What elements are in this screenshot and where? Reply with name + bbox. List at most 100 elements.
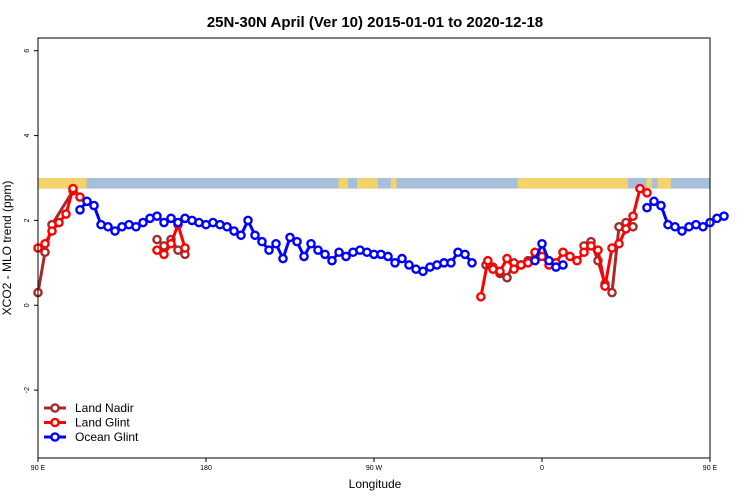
series-2-point-0-5 [110, 226, 120, 236]
legend-label-0: Land Nadir [75, 401, 134, 415]
legend-swatch-marker-0 [50, 403, 60, 413]
series-2-point-2-0 [642, 202, 652, 213]
series-2-point-0-56 [467, 258, 477, 268]
series-1-point-2-18 [600, 281, 610, 291]
series-1-point-2-17 [593, 245, 603, 255]
series-2-point-0-28 [271, 238, 281, 249]
series-2-point-1-2 [544, 255, 554, 266]
series-1-point-2-23 [635, 183, 645, 194]
series-2-point-0-25 [250, 230, 260, 241]
land-band-1 [338, 178, 348, 189]
series-2-point-0-46 [397, 253, 407, 264]
land-band-0 [38, 178, 87, 189]
series-2-point-0-49 [418, 266, 428, 277]
series-2-point-2-8 [698, 221, 708, 232]
series-1-point-0-3 [54, 217, 64, 228]
land-mask-band [38, 178, 710, 189]
series-1-point-0-6 [75, 192, 85, 202]
series-2-point-0-2 [89, 200, 99, 211]
series-2-point-0-9 [138, 217, 148, 228]
series-2-point-1-1 [537, 238, 547, 249]
series-2 [75, 196, 729, 277]
land-band-5 [646, 178, 653, 189]
series-1-point-1-1 [159, 249, 169, 260]
series-2-point-1-0 [530, 255, 540, 266]
series-2-point-2-5 [677, 226, 687, 236]
legend-item-1: Land Glint [44, 416, 130, 430]
series-2-point-0-35 [320, 249, 330, 260]
series-2-point-0-44 [383, 251, 393, 262]
x-tick-label-0: 90 E [31, 465, 46, 472]
y-tick-label-4: 6 [24, 49, 31, 53]
series-2-point-2-2 [656, 200, 666, 211]
series-2-point-0-13 [166, 213, 176, 224]
series-1-point-2-0 [476, 291, 486, 302]
series-1-point-2-20 [614, 238, 624, 249]
series-0-point-1-0 [152, 234, 162, 245]
series-2-point-0-53 [446, 258, 456, 268]
series-2-point-2-1 [649, 196, 659, 207]
land-band-3 [390, 178, 397, 189]
x-tick-label-2: 90 W [366, 465, 383, 472]
series-1-point-2-16 [586, 241, 596, 251]
legend-swatch-marker-1 [50, 417, 60, 428]
series-2-point-0-24 [243, 215, 253, 226]
series-2-point-0-38 [341, 251, 351, 262]
series-1-point-0-2 [47, 226, 57, 236]
land-band-2 [357, 178, 378, 189]
series-2-point-0-34 [313, 245, 323, 255]
y-axis-label: XCO2 - MLO trend (ppm) [0, 181, 14, 316]
series-2-point-0-47 [404, 260, 414, 270]
series-1 [33, 183, 652, 302]
series-2-point-0-33 [306, 238, 316, 249]
series-2-point-0-55 [460, 249, 470, 260]
series-2-point-0-36 [327, 255, 337, 266]
series-1-point-2-24 [642, 188, 652, 198]
x-tick-label-3: 0 [540, 465, 544, 472]
series-1-point-0-5 [68, 183, 78, 194]
land-band-6 [657, 178, 671, 189]
series-2-point-0-21 [222, 221, 232, 232]
series-layer [33, 183, 729, 302]
series-1-point-1-2 [166, 238, 176, 249]
series-2-point-0-14 [173, 217, 183, 228]
x-axis: 90 E 180 90 W 0 90 E [31, 458, 718, 472]
series-2-point-0-1 [82, 196, 92, 207]
series-1-point-1-0 [152, 245, 162, 255]
series-1-point-2-22 [628, 211, 638, 221]
series-2-point-0-4 [103, 221, 113, 232]
series-2-point-0-32 [299, 251, 309, 262]
y-tick-label-2: 2 [24, 218, 31, 222]
series-1-point-2-3 [495, 266, 505, 277]
series-2-point-0-12 [159, 217, 169, 228]
x-axis-label: Longitude [349, 477, 402, 491]
series-1-point-2-1 [483, 255, 493, 266]
y-tick-label-1: 0 [24, 303, 31, 307]
series-1-point-2-12 [558, 247, 568, 258]
series-2-point-0-8 [131, 221, 141, 232]
series-2-point-0-27 [264, 245, 274, 255]
series-1-point-1-4 [180, 243, 190, 253]
series-2-point-2-4 [670, 221, 680, 232]
series-0-point-2-3 [502, 272, 512, 283]
land-band-4 [517, 178, 628, 189]
series-2-point-0-22 [229, 226, 239, 236]
series-1-point-2-15 [579, 247, 589, 258]
legend-label-2: Ocean Glint [75, 430, 139, 444]
chart-title: 25N-30N April (Ver 10) 2015-01-01 to 202… [207, 14, 543, 31]
x-tick-label-1: 180 [200, 465, 212, 472]
series-2-point-0-23 [236, 230, 246, 241]
series-2-point-0-45 [390, 258, 400, 268]
series-2-point-0-29 [278, 253, 288, 264]
series-1-point-0-4 [61, 209, 71, 219]
series-2-point-2-11 [719, 211, 729, 221]
series-2-point-0-30 [285, 232, 295, 243]
series-1-point-2-21 [621, 224, 631, 234]
series-1-point-2-9 [537, 251, 547, 262]
legend-label-1: Land Glint [75, 416, 130, 430]
series-2-line-0 [78, 199, 474, 273]
series-1-point-2-4 [502, 253, 512, 264]
series-2-point-0-0 [75, 205, 85, 215]
